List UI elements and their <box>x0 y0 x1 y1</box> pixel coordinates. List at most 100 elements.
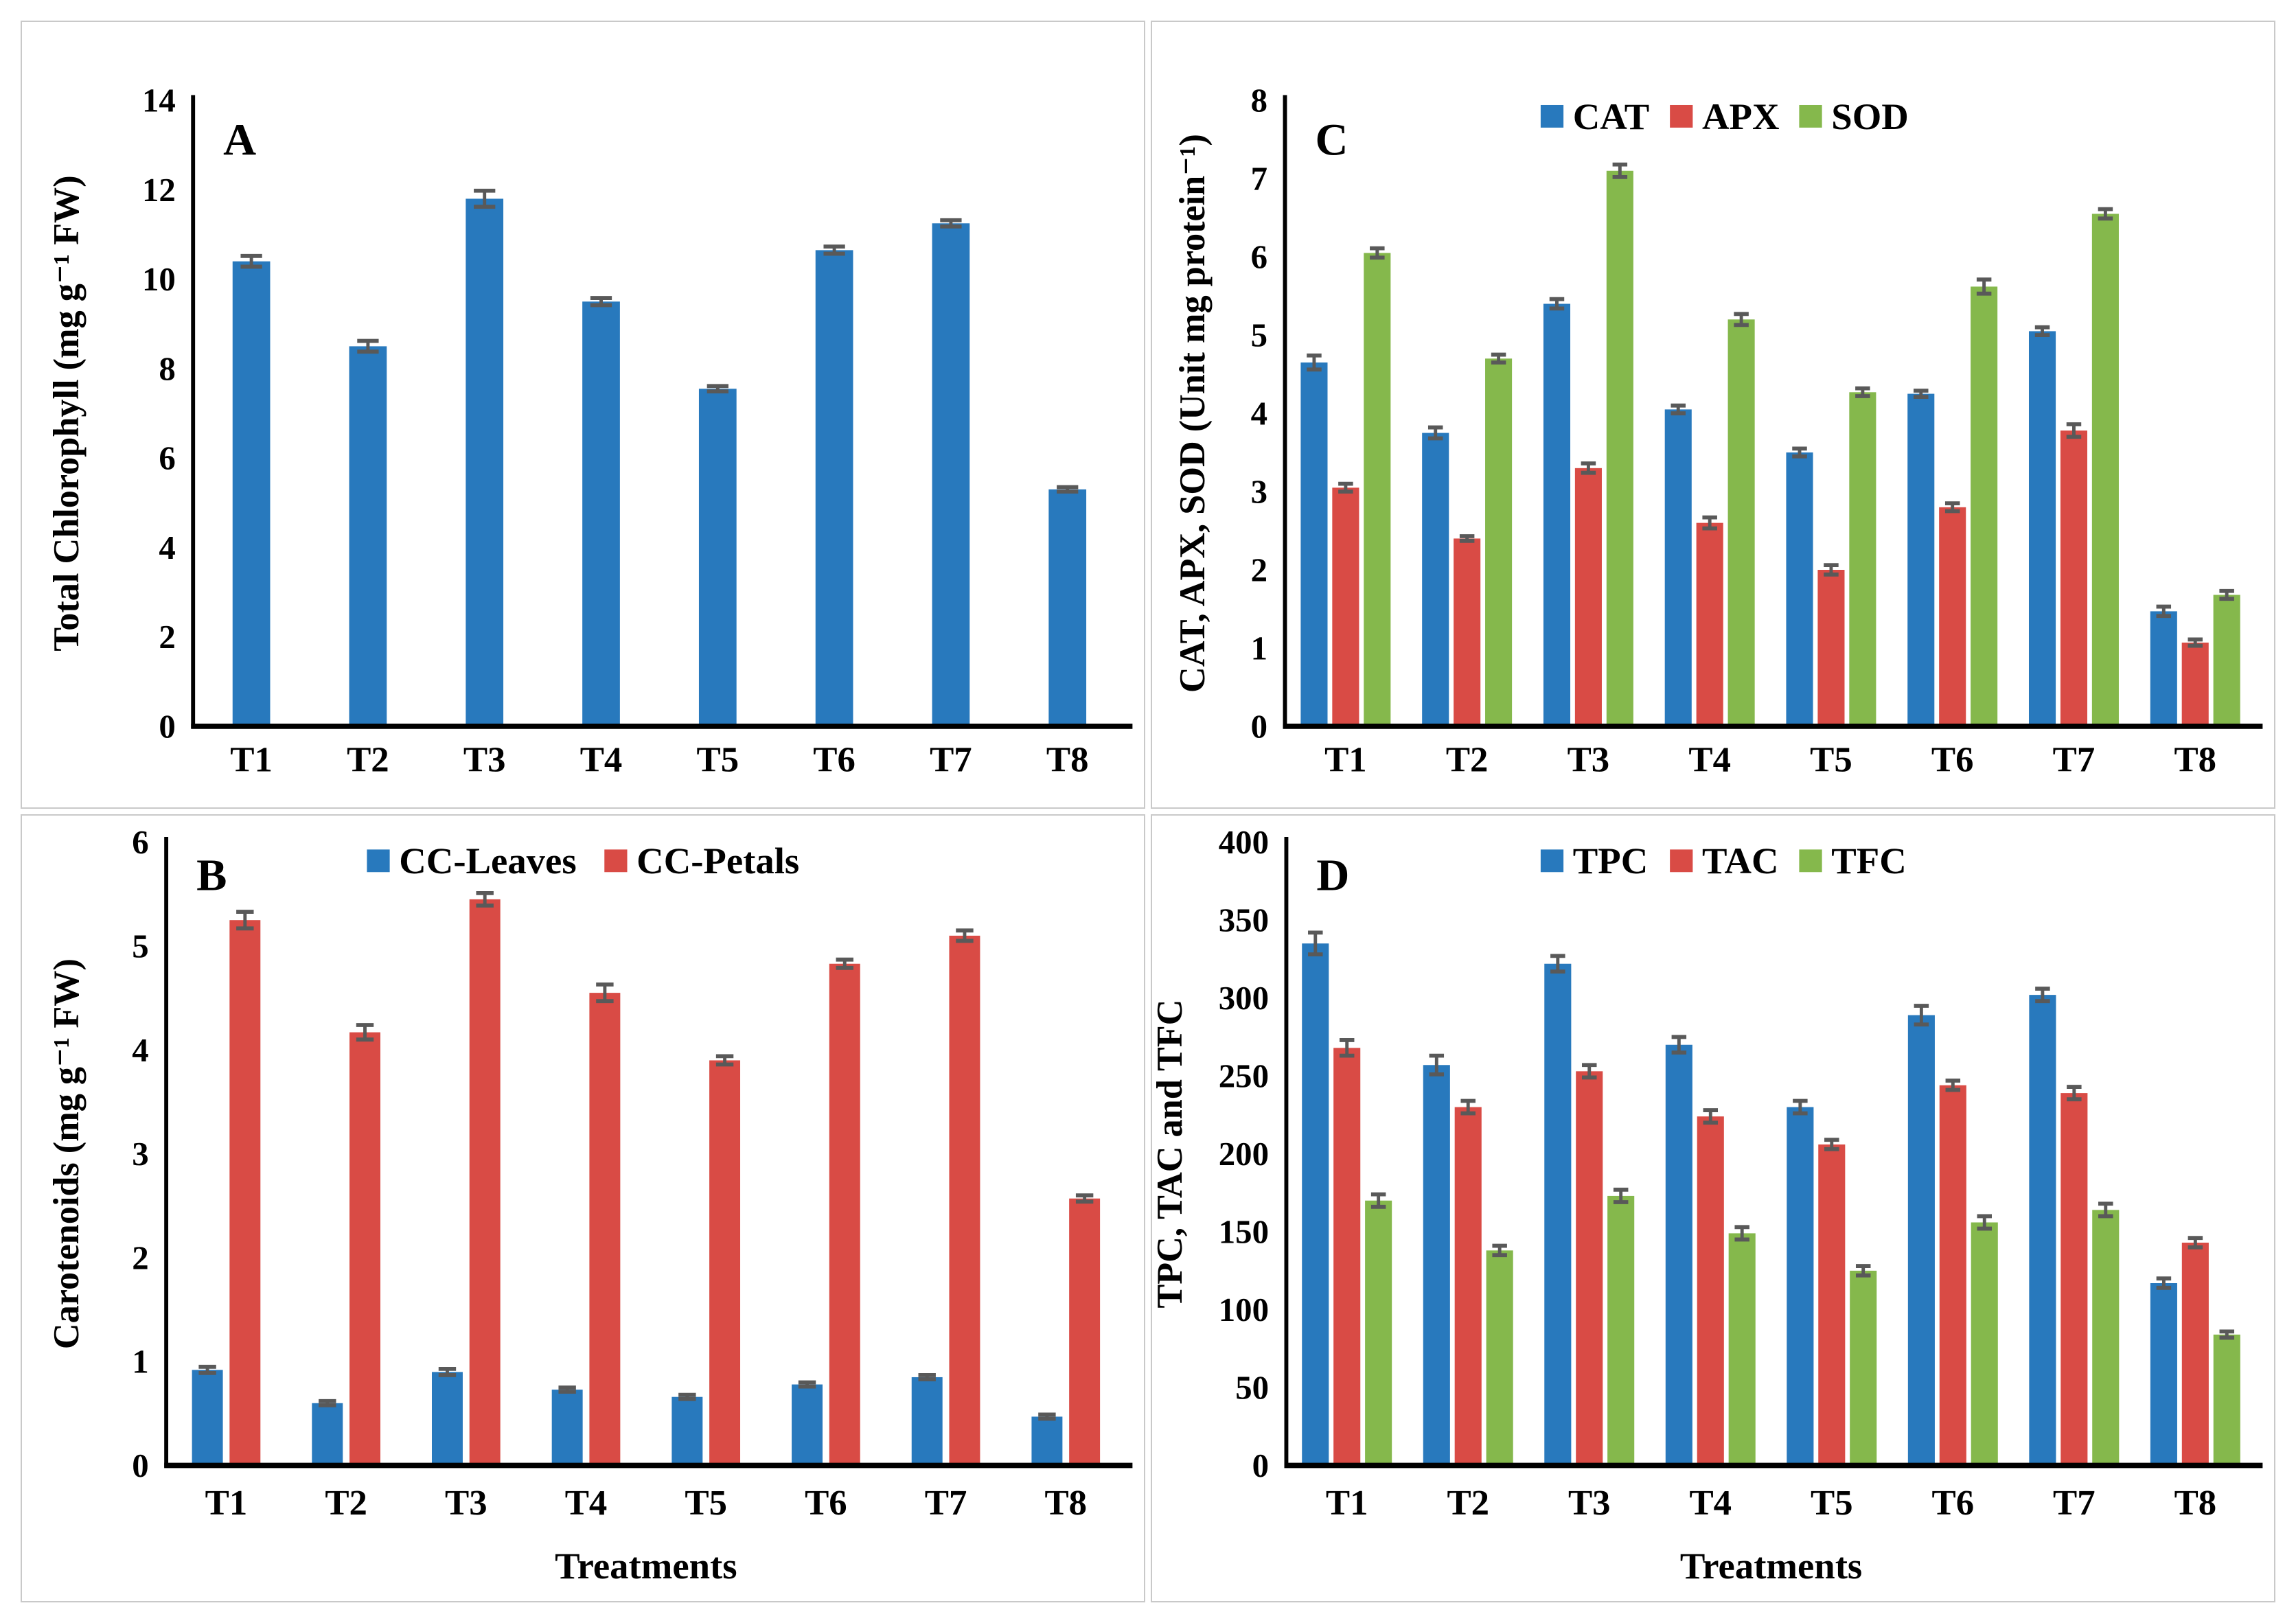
y-tick-label: 300 <box>1219 980 1269 1017</box>
y-tick-label: 14 <box>142 82 176 119</box>
bar <box>349 346 387 726</box>
bar <box>1607 1195 1635 1466</box>
bar <box>1786 452 1813 726</box>
bar <box>1364 253 1391 726</box>
bar <box>551 1390 583 1466</box>
y-tick-label: 3 <box>132 1136 148 1173</box>
legend-label: SOD <box>1831 95 1909 137</box>
bar <box>2150 1283 2177 1466</box>
bar <box>1939 1085 1966 1466</box>
legend-label: CC-Petals <box>636 840 799 882</box>
bar <box>2091 214 2119 726</box>
panel-grid: T1 T2 T3 T4 T5 T6 T7 T8 0 2 4 6 8 10 12 14 Total Chlorop… <box>21 21 2275 1602</box>
chart-d-tpc-tac-tfc: T1 T2 T3 T4 T5 T6 T7 T8 0 50 100 150 200 250 300 350 400… <box>1152 824 2263 1587</box>
y-axis-title: Total Chlorophyll (mg g⁻¹ FW) <box>47 175 87 651</box>
bar <box>1665 1044 1692 1466</box>
y-tick-label: 6 <box>159 440 175 477</box>
y-tick-label: 200 <box>1219 1136 1269 1173</box>
bar <box>1574 468 1602 726</box>
y-tick-label: 2 <box>159 619 175 656</box>
bar <box>829 963 860 1466</box>
legend-swatch <box>604 849 628 873</box>
category-label: T3 <box>1568 740 1610 780</box>
category-label: T2 <box>347 740 389 780</box>
category-label: T3 <box>445 1483 487 1523</box>
bar <box>1576 1071 1603 1466</box>
category-label: T2 <box>325 1483 367 1523</box>
category-label: T4 <box>580 740 623 780</box>
legend-label: CC-Leaves <box>399 840 576 882</box>
bar <box>1423 1065 1450 1466</box>
y-tick-label: 5 <box>1251 317 1267 354</box>
bar <box>2092 1210 2120 1466</box>
bar <box>1696 522 1723 726</box>
category-label: T6 <box>813 740 856 780</box>
bar <box>2181 642 2209 726</box>
category-label: T4 <box>1688 740 1731 780</box>
y-tick-label: 0 <box>1251 709 1267 746</box>
bar <box>1031 1416 1063 1466</box>
y-tick-label: 1 <box>132 1344 148 1381</box>
bar <box>2213 1334 2240 1466</box>
bar <box>1971 1222 1998 1466</box>
legend-swatch <box>1670 104 1693 128</box>
panel-d-tpc-tac-tfc: T1 T2 T3 T4 T5 T6 T7 T8 0 50 100 150 200 250 300 350 400… <box>1151 814 2275 1602</box>
y-tick-label: 4 <box>132 1032 148 1069</box>
y-tick-label: 8 <box>1251 82 1267 119</box>
y-tick-label: 150 <box>1219 1214 1269 1251</box>
y-tick-label: 5 <box>132 928 148 965</box>
bar <box>815 250 853 726</box>
category-label: T8 <box>1046 740 1089 780</box>
y-tick-label: 6 <box>132 824 148 861</box>
y-axis-title: TPC, TAC and TFC <box>1152 1000 1190 1309</box>
bar <box>1543 303 1571 726</box>
y-tick-label: 250 <box>1219 1058 1269 1095</box>
bar <box>229 920 261 1466</box>
y-tick-label: 2 <box>1251 552 1267 589</box>
category-label: T8 <box>1044 1483 1087 1523</box>
y-tick-label: 2 <box>132 1240 148 1277</box>
y-tick-label: 350 <box>1219 902 1269 939</box>
panel-letter: A <box>223 115 256 165</box>
bar <box>1069 1198 1101 1466</box>
category-label: T1 <box>205 1483 248 1523</box>
bar <box>1818 1144 1846 1466</box>
bar <box>932 223 970 726</box>
bar <box>1664 409 1692 726</box>
bar <box>2060 430 2088 726</box>
bar <box>1332 487 1359 726</box>
category-label: T2 <box>1446 740 1489 780</box>
category-label: T1 <box>230 740 273 780</box>
category-label: T5 <box>1811 1483 1853 1523</box>
category-label: T8 <box>2174 1483 2217 1523</box>
category-label: T7 <box>2053 740 2096 780</box>
category-label: T3 <box>463 740 506 780</box>
x-axis-title: Treatments <box>1680 1545 1862 1587</box>
category-label: T5 <box>1810 740 1852 780</box>
y-tick-label: 0 <box>159 709 175 746</box>
panel-letter: C <box>1315 115 1348 165</box>
category-label: T3 <box>1568 1483 1611 1523</box>
y-tick-label: 6 <box>1251 239 1267 276</box>
y-tick-label: 7 <box>1251 161 1267 198</box>
category-label: T1 <box>1324 740 1367 780</box>
bar <box>1454 1107 1482 1466</box>
category-label: T1 <box>1326 1483 1368 1523</box>
bar <box>911 1377 943 1466</box>
bar <box>1727 319 1755 726</box>
bar <box>2181 1243 2209 1466</box>
chart-c-cat-apx-sod: T1 T2 T3 T4 T5 T6 T7 T8 0 1 2 3 4 5 6 7 8 CAT, APX, SOD (… <box>1173 82 2263 780</box>
bar <box>589 993 621 1466</box>
bar <box>1971 286 1998 726</box>
bar <box>1907 393 1935 726</box>
y-tick-label: 8 <box>159 351 175 388</box>
category-label: T4 <box>565 1483 608 1523</box>
bar <box>232 261 271 726</box>
bar <box>1302 943 1329 1466</box>
legend-label: APX <box>1702 95 1779 137</box>
x-axis-title: Treatments <box>555 1545 737 1587</box>
bar <box>349 1032 380 1466</box>
category-label: T6 <box>1931 740 1974 780</box>
bar <box>1849 392 1876 726</box>
